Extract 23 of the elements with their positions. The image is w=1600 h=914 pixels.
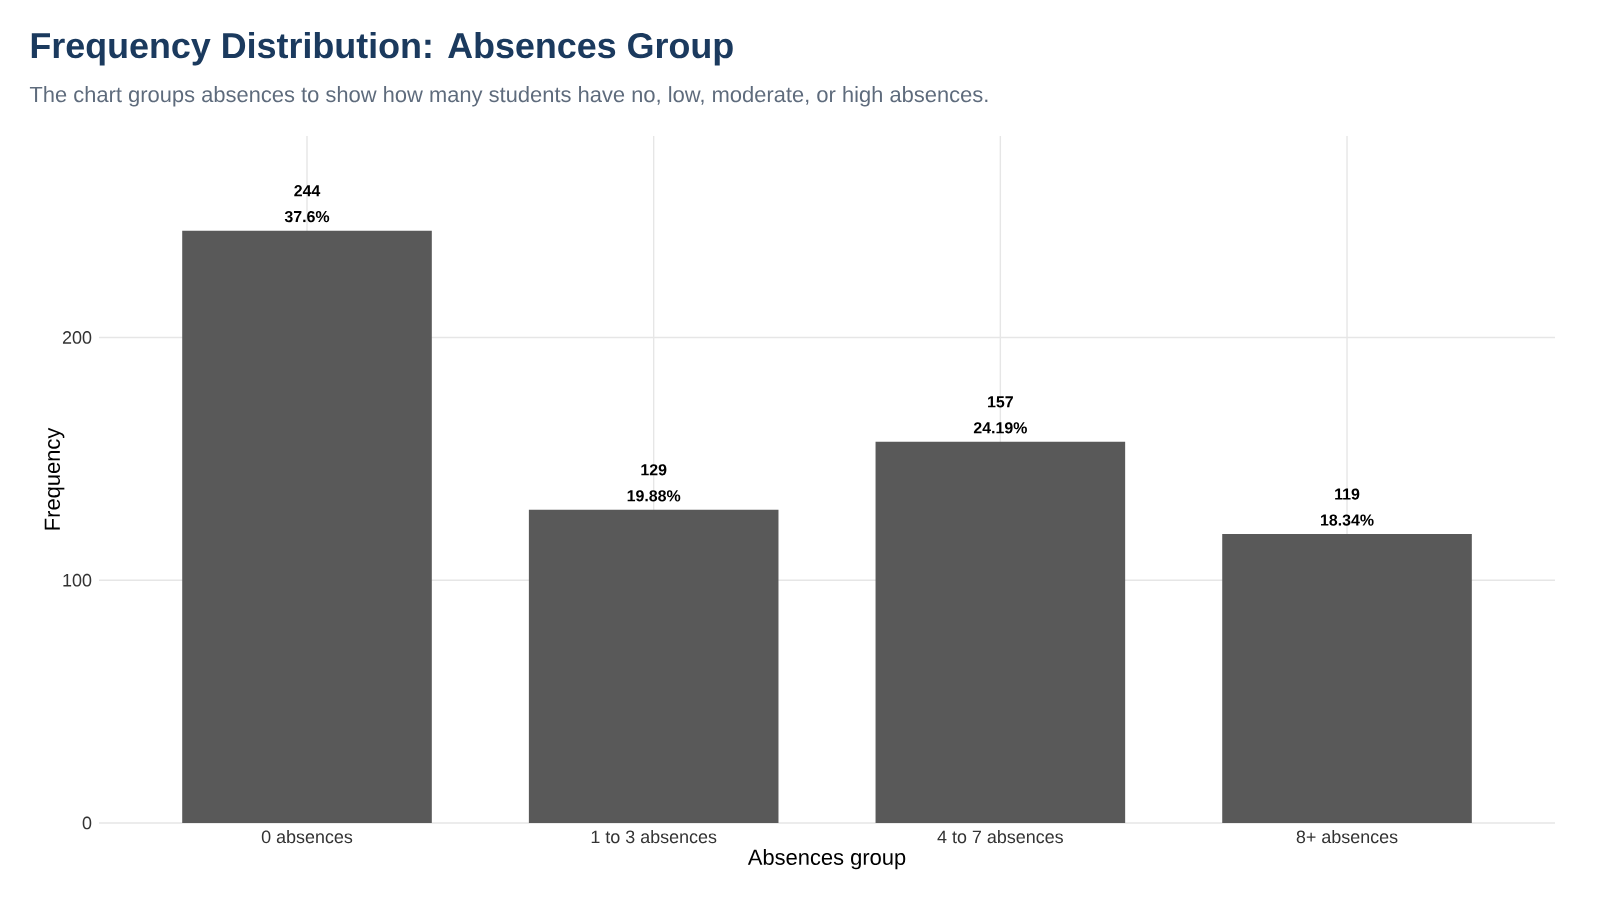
x-axis-title: Absences group [747,848,906,870]
annotation: 37.6% [284,210,330,223]
bar [1222,534,1472,823]
x-tick-label: 8+ absences [1296,830,1398,844]
data-label: 119 [1335,488,1360,500]
chart-title: Frequency Distribution: Absences Group [31,31,733,66]
x-tick-label: 0 absences [261,830,353,844]
y-tick-label: 100 [63,573,92,587]
annotation: 18.34% [1320,514,1374,526]
data-label: 157 [988,396,1013,408]
chart-subtitle: The chart groups absences to show how many students have no, low, moderate, or high absences. [29,86,988,107]
x-tick-label: 1 to 3 absences [591,830,717,844]
x-tick-label: 4 to 7 absences [937,830,1063,844]
data-label: 244 [294,185,321,197]
y-tick-label: 200 [62,331,92,344]
y-axis-title: Frequency [44,427,65,530]
bar [182,230,432,823]
bar [875,441,1126,823]
annotation: 19.88% [627,490,681,502]
bar [528,509,779,823]
y-tick-label: 0 [82,816,92,830]
data-label: 129 [641,464,667,476]
annotation: 24.19% [973,422,1027,434]
